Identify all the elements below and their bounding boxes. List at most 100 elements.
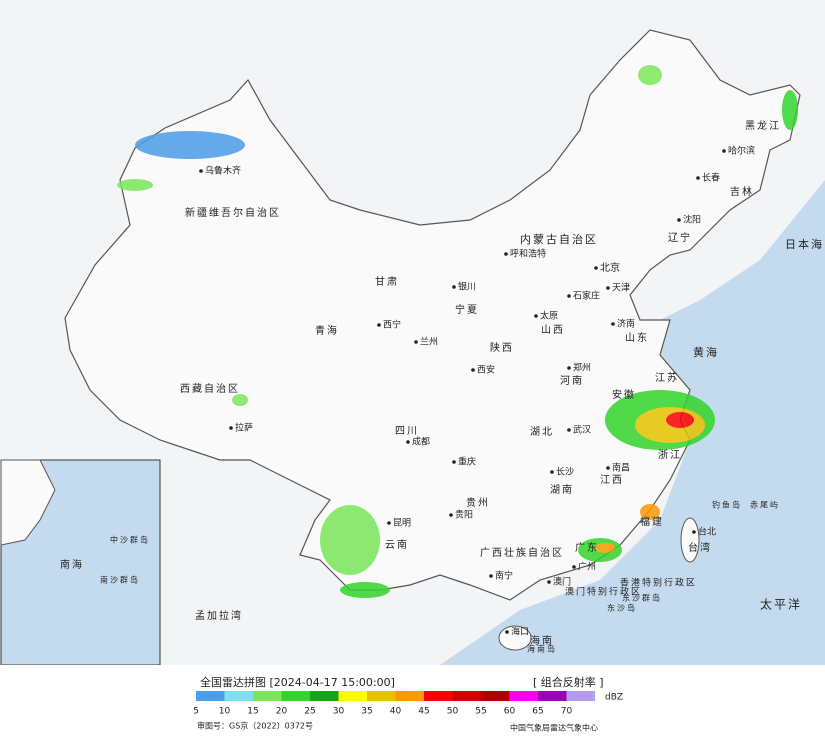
legend-value: 5 (193, 707, 199, 717)
city-dot (547, 580, 551, 584)
city-dot (677, 218, 681, 222)
map-label: 黑龙江 (745, 119, 781, 132)
inset-land (0, 459, 56, 546)
map-label: 浙江 (658, 449, 682, 461)
legend-color-box (566, 691, 595, 701)
map-label: 安徽 (612, 388, 636, 401)
city-dot (505, 630, 509, 634)
map-label: 山东 (625, 331, 649, 344)
taiwan (680, 517, 700, 563)
map-label: 钓鱼岛 (712, 500, 742, 510)
radar-echoes (117, 65, 798, 598)
map-label: 湖北 (530, 426, 554, 438)
map-label: 孟加拉湾 (195, 609, 243, 622)
legend-unit: dBZ (605, 693, 623, 703)
legend-color-box (395, 691, 424, 701)
map-label: 香港特别行政区 (620, 577, 697, 589)
map-label: 拉萨 (235, 422, 253, 434)
city-dot (696, 176, 700, 180)
map-label: 西安 (477, 364, 495, 376)
legend-value: 20 (276, 707, 288, 717)
city-dot (414, 340, 418, 344)
legend-value: 10 (219, 707, 231, 717)
map-label: 内蒙古自治区 (520, 232, 598, 246)
map-label: 长沙 (556, 466, 574, 478)
map-label: 云南 (385, 538, 409, 551)
city-dot (606, 466, 610, 470)
map-label: 贵州 (466, 496, 490, 509)
city-dot (606, 286, 610, 290)
map-label: 海南岛 (527, 644, 557, 654)
map-label: 海口 (511, 626, 529, 638)
map-label: 南海 (60, 558, 84, 571)
map-label: 江苏 (655, 371, 679, 384)
map-label: 吉林 (730, 185, 754, 198)
approval-number: 审图号：GS京（2022）0372号 (197, 721, 313, 731)
map-label: 长春 (702, 172, 720, 184)
city-dot (406, 440, 410, 444)
map-label: 成都 (412, 436, 430, 448)
city-dot (572, 565, 576, 569)
map-label: 福建 (640, 515, 664, 528)
legend-color-box (367, 691, 396, 701)
legend-value: 55 (475, 707, 486, 717)
footer-panel (0, 665, 825, 739)
map-label: 银川 (458, 281, 476, 293)
map-label: 青海 (315, 324, 339, 337)
map-label: 西藏自治区 (180, 382, 240, 395)
color-legend: 5 10 15 20 25 30 35 40 45 50 55 60 65 70 (193, 691, 595, 717)
map-label: 贵阳 (455, 509, 473, 521)
legend-value: 30 (333, 707, 345, 717)
map-label: 沈阳 (683, 214, 701, 226)
footer-product: [ 组合反射率 ] (533, 675, 604, 689)
city-dot (449, 513, 453, 517)
map-label: 昆明 (393, 518, 411, 529)
map-label: 赤尾屿 (750, 501, 780, 510)
map-label: 南宁 (495, 570, 513, 582)
legend-color-box (509, 691, 538, 701)
map-label: 广州 (578, 561, 596, 573)
legend-value: 50 (447, 707, 459, 717)
map-label: 新疆维吾尔自治区 (185, 206, 281, 219)
map-label: 广西壮族自治区 (480, 546, 564, 559)
legend-color-box (538, 691, 567, 701)
city-dot (452, 460, 456, 464)
legend-color-box (338, 691, 367, 701)
legend-value: 60 (504, 707, 516, 717)
city-dot (199, 169, 203, 173)
legend-color-box (253, 691, 282, 701)
city-dot (504, 252, 508, 256)
city-dot (489, 574, 493, 578)
legend-color-box (281, 691, 310, 701)
city-dot (550, 470, 554, 474)
sea (440, 180, 825, 665)
map-label: 南昌 (612, 462, 630, 474)
legend-color-box (196, 691, 225, 701)
legend-color-box (310, 691, 339, 701)
map-label: 西宁 (383, 319, 401, 331)
map-label: 哈尔滨 (728, 145, 755, 157)
map-label: 南沙群岛 (100, 575, 140, 585)
city-dot (377, 323, 381, 327)
city-dot (534, 314, 538, 318)
map-label: 兰州 (420, 336, 438, 348)
city-dot (692, 530, 696, 534)
map-label: 太原 (540, 310, 558, 322)
map-label: 海南 (530, 634, 554, 647)
map-label: 宁夏 (455, 303, 479, 316)
map-label: 日本海 (785, 237, 824, 251)
map-label: 重庆 (458, 456, 476, 468)
city-dot (229, 426, 233, 430)
map-label: 东沙群岛 (622, 593, 662, 603)
legend-color-box (224, 691, 253, 701)
source: 中国气象局雷达气象中心 (510, 723, 598, 733)
map-label: 天津 (612, 283, 630, 294)
legend-value: 70 (561, 707, 573, 717)
city-dot (594, 266, 598, 270)
map-label: 辽宁 (668, 231, 692, 244)
map-label: 江西 (600, 474, 624, 486)
legend-color-box (424, 691, 453, 701)
map-label: 台湾 (688, 541, 712, 554)
